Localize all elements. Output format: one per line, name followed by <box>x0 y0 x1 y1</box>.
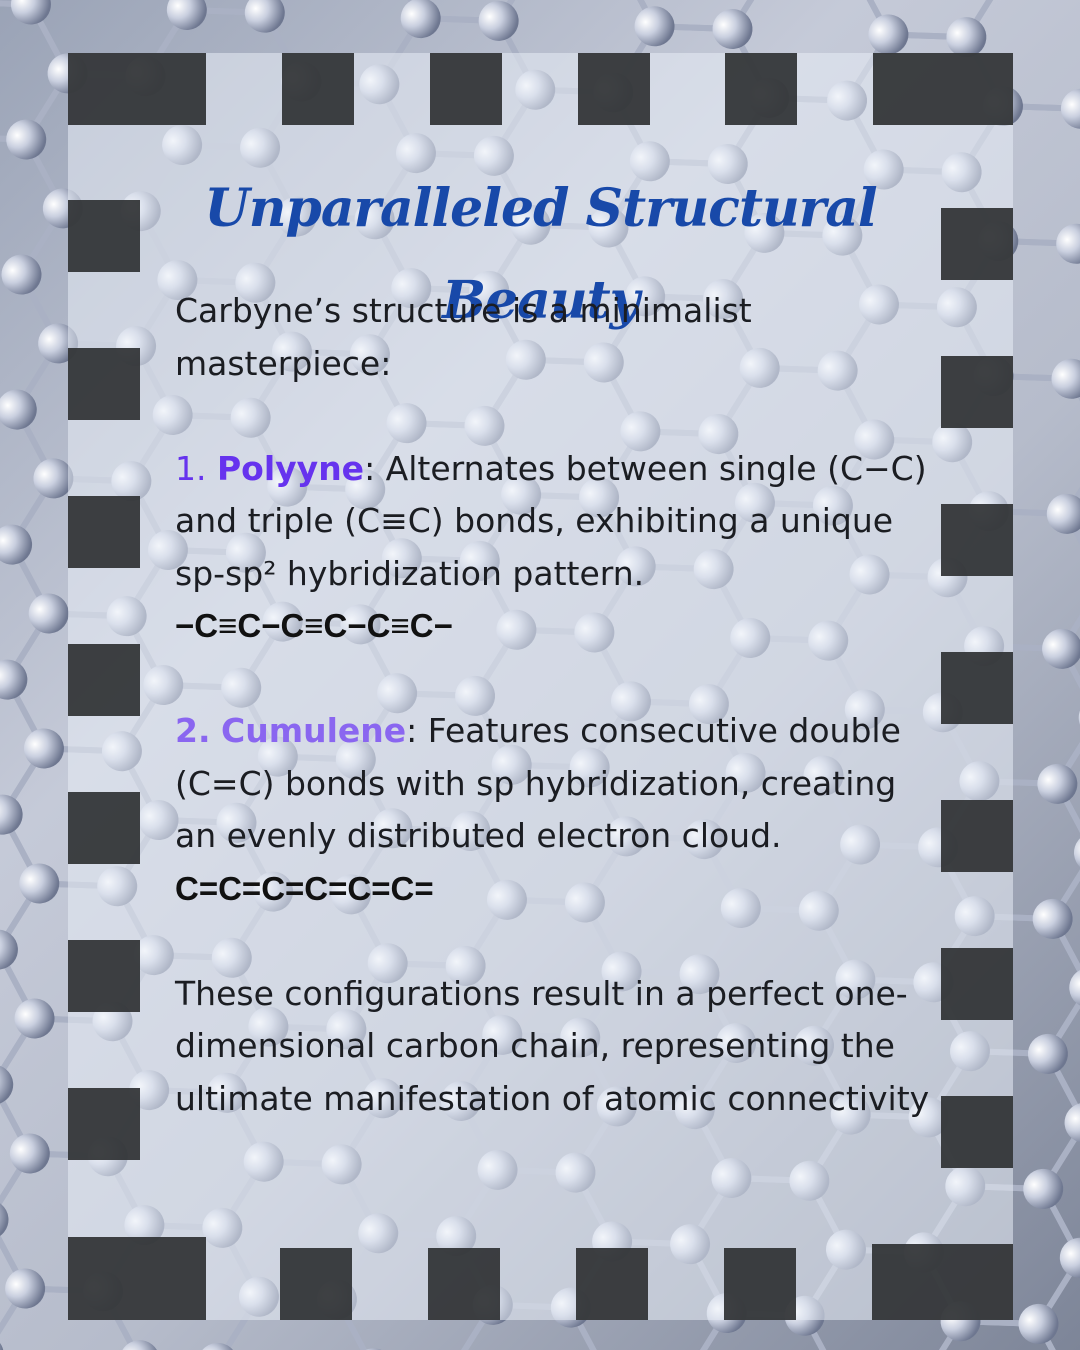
frame-block <box>724 1248 796 1320</box>
cumulene-formula: C=C=C=C=C=C= <box>175 869 434 907</box>
frame-block <box>68 1237 206 1320</box>
frame-block <box>68 53 206 125</box>
conclusion-text: These configurations result in a perfect… <box>175 973 930 1118</box>
frame-block <box>941 1096 1013 1168</box>
frame-block <box>68 792 140 864</box>
frame-block <box>578 53 650 125</box>
polyyne-item: 1. Polyyne: Alternates between single (C… <box>175 443 935 601</box>
frame-block <box>725 53 797 125</box>
frame-block <box>68 496 140 568</box>
frame-block <box>68 348 140 420</box>
frame-block <box>873 53 1013 125</box>
frame-block <box>941 652 1013 724</box>
cumulene-item: 2. Cumulene: Features consecutive double… <box>175 705 935 863</box>
cumulene-description: : Features consecutive double (C=C) bond… <box>175 711 901 855</box>
frame-block <box>941 208 1013 280</box>
frame-block <box>68 200 140 272</box>
polyyne-description: : Alternates between single (C−C) and tr… <box>175 448 927 593</box>
frame-block <box>68 1088 140 1160</box>
frame-block <box>280 1248 352 1320</box>
polyyne-term: Polyyne <box>217 448 365 488</box>
cumulene-term: Cumulene <box>221 711 407 750</box>
page-title: Unparalleled Structural Beauty <box>204 177 877 331</box>
frame-block <box>68 940 140 1012</box>
body-content: Carbyne’s structure is a minimalist mast… <box>175 285 935 1125</box>
content-panel <box>68 53 1013 1320</box>
frame-block <box>941 800 1013 872</box>
frame-block <box>941 504 1013 576</box>
polyyne-number: 1. <box>175 448 207 488</box>
intro-text: Carbyne’s structure is a minimalist mast… <box>175 291 752 383</box>
frame-block <box>941 356 1013 428</box>
frame-block <box>430 53 502 125</box>
frame-block <box>576 1248 648 1320</box>
frame-block <box>282 53 354 125</box>
frame-block <box>68 644 140 716</box>
frame-block <box>872 1244 1013 1320</box>
cumulene-number: 2. <box>175 711 211 750</box>
frame-block <box>941 948 1013 1020</box>
frame-block <box>428 1248 500 1320</box>
polyyne-formula: −C≡C−C≡C−C≡C− <box>175 607 453 644</box>
